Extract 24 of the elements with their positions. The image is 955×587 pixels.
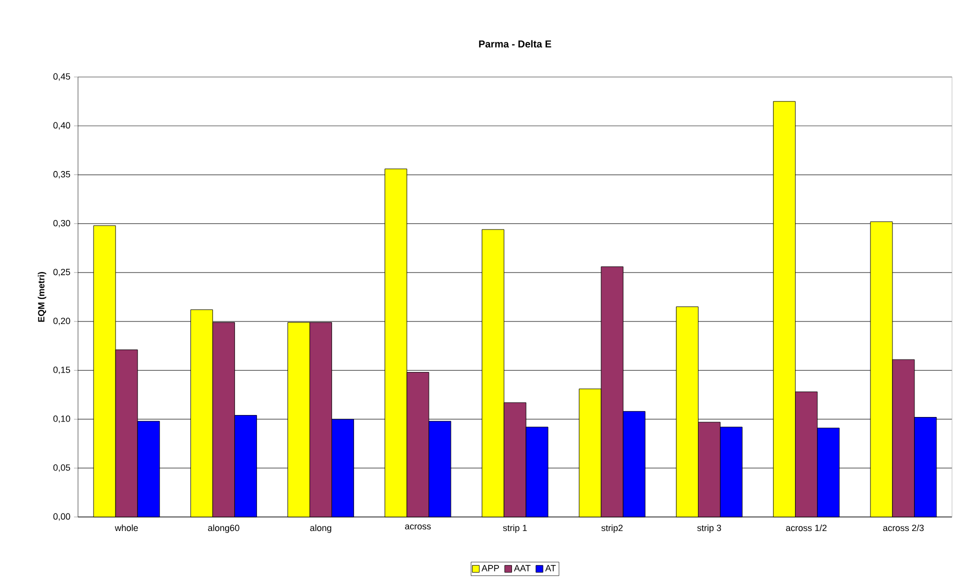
legend-label: AT [545,565,556,572]
x-tick-label: strip2 [601,524,623,533]
x-tick-label: strip 1 [503,524,527,533]
y-tick-label: 0,45 [53,73,70,81]
y-tick-label: 0,00 [53,513,70,521]
y-tick-label: 0,20 [53,318,70,326]
legend-label: AAT [514,565,531,572]
y-tick-label: 0,30 [53,220,70,228]
x-tick-label: across [405,524,431,530]
y-tick-label: 0,05 [53,464,70,472]
y-tick-label: 0,10 [53,416,70,423]
y-tick-label: 0,25 [53,268,70,276]
x-tick-label: along60 [208,524,240,533]
x-tick-label: whole [114,524,138,532]
y-tick-label: 0,15 [53,366,70,374]
x-tick-label: strip 3 [697,524,722,533]
x-tick-label: across 1/2 [786,524,827,532]
y-tick-label: 0,40 [53,122,70,130]
legend-label: APP [482,565,499,572]
x-tick-label: along [310,524,332,533]
y-axis-title: EQM (metri) [38,272,46,322]
chart-title: Parma - Delta E [479,40,552,48]
y-tick-label: 0,35 [53,171,70,178]
x-tick-label: across 2/3 [883,524,924,532]
